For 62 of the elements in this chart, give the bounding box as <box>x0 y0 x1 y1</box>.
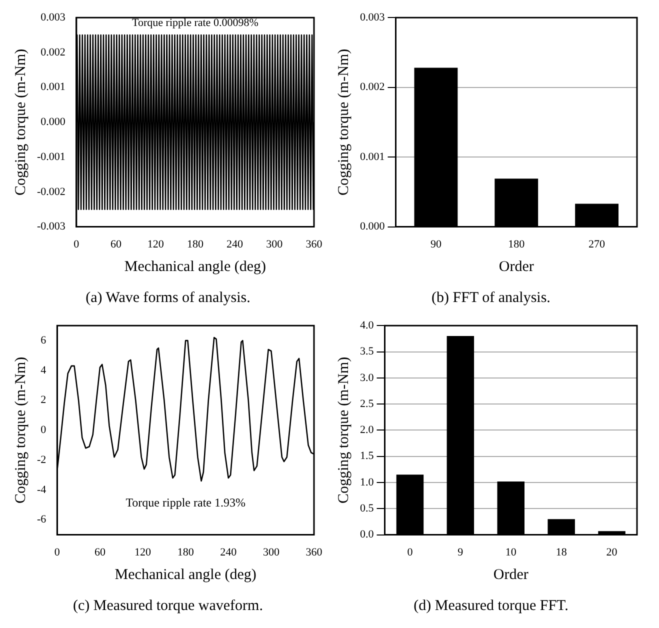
annotation: Torque ripple rate 1.93% <box>126 496 246 510</box>
x-axis-title: Order <box>498 258 534 275</box>
x-tick-label: 0 <box>74 238 80 250</box>
text: (c) Measured torque waveform. <box>72 597 264 616</box>
y-tick-label: 0 <box>40 424 47 436</box>
x-tick-label: 360 <box>306 546 323 558</box>
y-tick-label: -0.003 <box>36 220 66 233</box>
y-tick-label: 0.001 <box>360 150 385 163</box>
x-axis-title: Order <box>493 566 528 583</box>
x-tick-label: 300 <box>266 238 284 250</box>
x-axis-title: Mechanical angle (deg) <box>124 258 266 275</box>
x-tick-label: 60 <box>94 546 106 558</box>
x-tick-label: 90 <box>430 238 442 250</box>
y-tick-label: -0.002 <box>36 186 66 198</box>
y-tick-label: 0.001 <box>40 81 66 94</box>
y-tick-label: 0.000 <box>360 220 386 233</box>
y-tick-label: -2 <box>36 454 46 466</box>
y-tick-label: -6 <box>36 514 47 526</box>
y-tick-label: 0.002 <box>360 81 385 94</box>
x-tick-label: 300 <box>262 546 280 558</box>
x-tick-label: 10 <box>505 546 517 558</box>
text: (b) FFT of analysis. <box>430 289 552 308</box>
text: (d) Measured torque FFT. <box>412 597 570 616</box>
x-tick-label: 0 <box>407 546 414 558</box>
x-axis-title: Mechanical angle (deg) <box>114 566 256 583</box>
y-tick-label: 1.0 <box>360 476 374 488</box>
y-tick-label: -4 <box>36 484 47 496</box>
x-tick-label: 60 <box>110 238 122 250</box>
y-tick-label: 0.0 <box>360 528 374 541</box>
y-axis-title: Cogging torque (m-Nm) <box>12 48 29 196</box>
x-tick-label: 9 <box>458 546 464 558</box>
x-tick-label: 18 <box>556 546 568 558</box>
y-axis-title: Cogging torque (m-Nm) <box>12 356 29 504</box>
x-tick-label: 180 <box>186 238 204 250</box>
y-tick-label: 1.5 <box>360 450 374 462</box>
y-tick-label: 0.5 <box>360 502 374 515</box>
y-axis-title: Cogging torque (m-Nm) <box>336 48 352 196</box>
x-tick-label: 20 <box>606 546 618 558</box>
y-tick-label: 2 <box>40 394 46 406</box>
y-tick-label: 3.5 <box>360 346 374 358</box>
y-tick-label: -0.001 <box>36 150 66 163</box>
y-tick-label: 2.5 <box>360 398 374 410</box>
y-tick-label: 6 <box>40 334 47 346</box>
text: (a) Wave forms of analysis. <box>84 289 252 308</box>
x-tick-label: 240 <box>226 238 244 250</box>
x-tick-label: 120 <box>147 238 164 250</box>
y-tick-label: 0.002 <box>40 46 66 58</box>
y-tick-label: 4 <box>40 364 47 376</box>
y-tick-label: 0.000 <box>40 116 66 128</box>
x-tick-label: 270 <box>588 238 606 250</box>
x-tick-label: 180 <box>177 546 194 558</box>
annotation: Torque ripple rate 0.00098% <box>132 17 258 30</box>
y-tick-label: 3.0 <box>360 372 374 384</box>
x-tick-label: 120 <box>134 546 152 558</box>
y-axis-title: Cogging torque (m-Nm) <box>336 356 352 504</box>
y-tick-label: 2.0 <box>360 424 374 436</box>
y-tick-label: 0.003 <box>40 11 66 24</box>
x-tick-label: 240 <box>220 546 238 558</box>
y-tick-label: 4.0 <box>360 319 374 332</box>
y-tick-label: 0.003 <box>360 11 386 24</box>
x-tick-label: 360 <box>306 238 323 250</box>
x-tick-label: 180 <box>508 238 526 250</box>
